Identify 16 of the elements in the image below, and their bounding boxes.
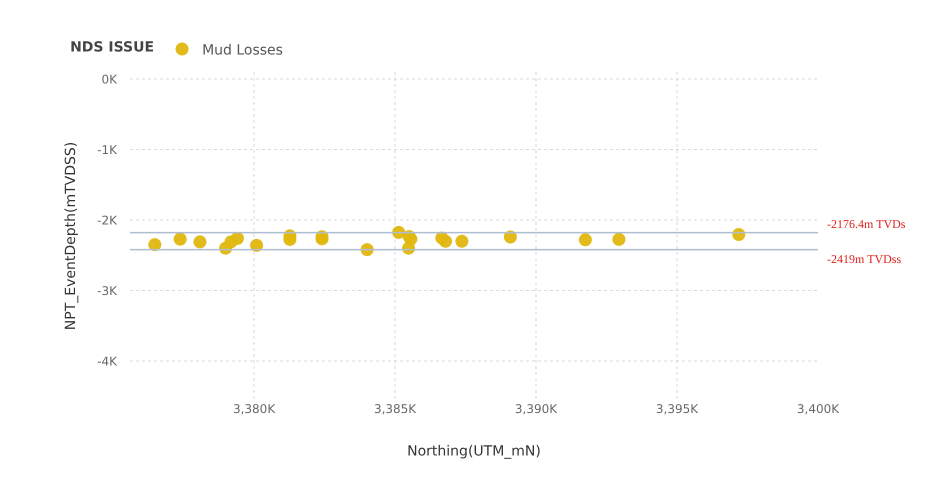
x-tick-label: 3,390K bbox=[514, 402, 558, 416]
ref-line-label: -2419m TVDss bbox=[827, 252, 902, 266]
y-axis-title: NPT_EventDepth(mTVDSS) bbox=[62, 142, 79, 330]
y-tick-label: -3K bbox=[97, 284, 118, 298]
y-tick-label: -1K bbox=[97, 142, 118, 157]
legend-title: NDS ISSUE bbox=[70, 40, 154, 56]
legend-label: Mud Losses bbox=[202, 42, 283, 58]
y-tick-label: -2K bbox=[97, 213, 118, 228]
x-tick-label: 3,385K bbox=[374, 402, 418, 416]
y-tick-label: -4K bbox=[97, 354, 118, 368]
x-tick-label: 3,400K bbox=[796, 402, 840, 416]
ref-line-label: -2176.4m TVDs bbox=[827, 217, 906, 231]
y-tick-label: 0K bbox=[101, 72, 118, 86]
x-axis-title: Northing(UTM_mN) bbox=[407, 443, 541, 460]
x-tick-label: 3,395K bbox=[656, 402, 700, 416]
x-tick-label: 3,380K bbox=[232, 402, 276, 416]
